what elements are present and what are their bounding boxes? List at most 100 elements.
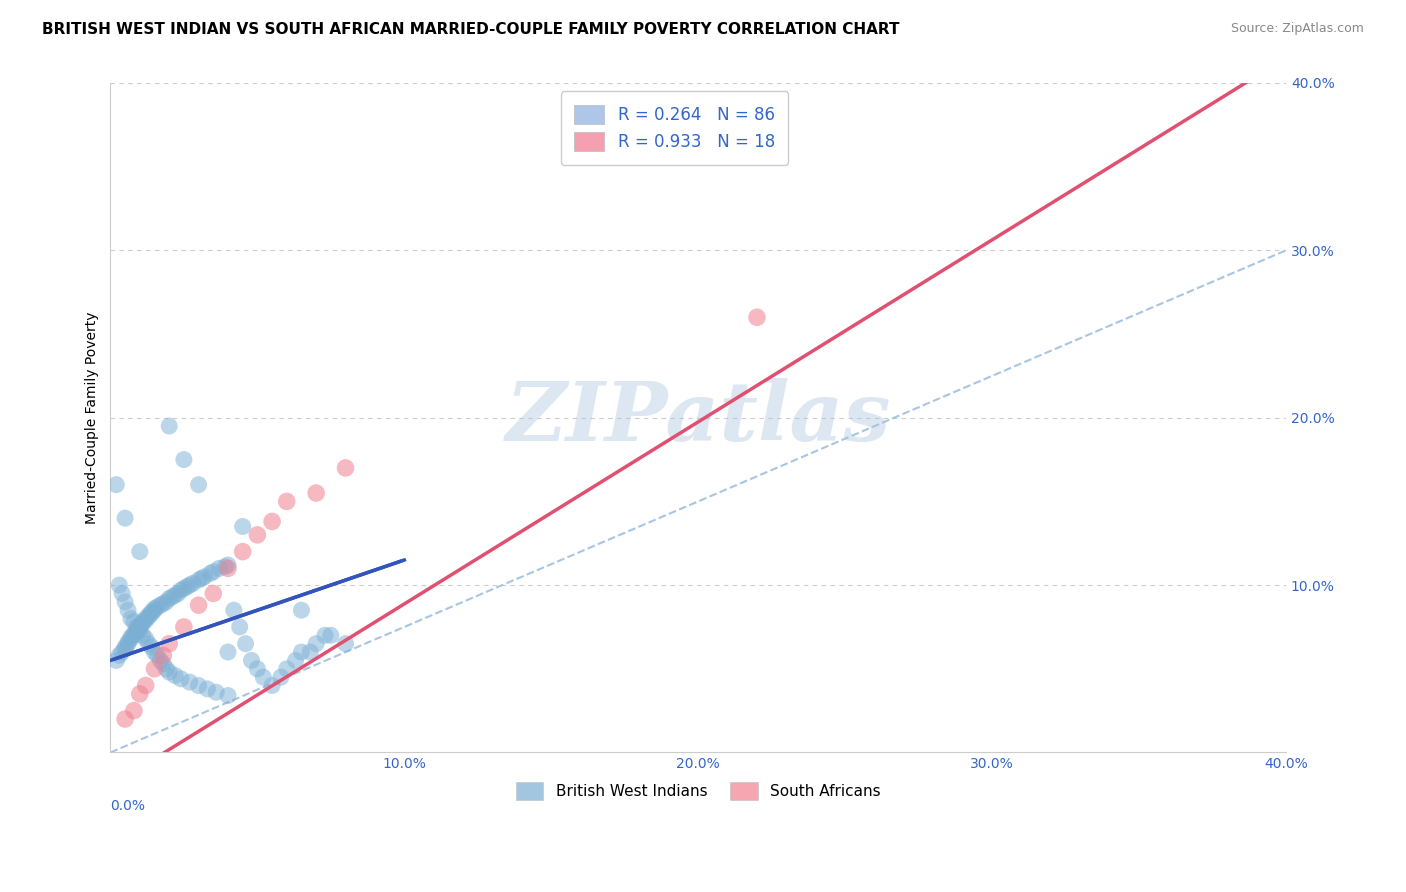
Point xyxy=(299,645,322,659)
Point xyxy=(745,310,768,325)
Point xyxy=(120,630,142,644)
Point xyxy=(167,586,190,600)
Point xyxy=(135,613,157,627)
Point xyxy=(260,679,283,693)
Point xyxy=(284,653,307,667)
Point xyxy=(143,603,166,617)
Point xyxy=(138,608,160,623)
Point xyxy=(157,665,180,680)
Point xyxy=(173,452,195,467)
Point xyxy=(217,561,239,575)
Point xyxy=(132,628,155,642)
Point xyxy=(149,653,172,667)
Point xyxy=(155,662,177,676)
Point xyxy=(105,477,128,491)
Point xyxy=(105,653,128,667)
Point xyxy=(125,624,148,638)
Point xyxy=(135,679,157,693)
Point xyxy=(170,583,193,598)
Y-axis label: Married-Couple Family Poverty: Married-Couple Family Poverty xyxy=(86,311,100,524)
Point xyxy=(114,595,136,609)
Point xyxy=(132,616,155,631)
Point xyxy=(170,672,193,686)
Point xyxy=(290,645,312,659)
Point xyxy=(138,610,160,624)
Point xyxy=(111,645,134,659)
Point xyxy=(305,637,328,651)
Point xyxy=(335,637,357,651)
Point xyxy=(152,648,174,663)
Legend: British West Indians, South Africans: British West Indians, South Africans xyxy=(503,770,893,812)
Point xyxy=(252,670,274,684)
Text: Source: ZipAtlas.com: Source: ZipAtlas.com xyxy=(1230,22,1364,36)
Point xyxy=(214,559,236,574)
Point xyxy=(155,595,177,609)
Point xyxy=(181,576,204,591)
Point xyxy=(314,628,336,642)
Point xyxy=(146,648,169,663)
Point xyxy=(305,486,328,500)
Point xyxy=(122,615,145,629)
Point xyxy=(117,637,139,651)
Point xyxy=(335,461,357,475)
Point xyxy=(120,632,142,646)
Point xyxy=(143,645,166,659)
Point xyxy=(232,519,254,533)
Point xyxy=(128,544,150,558)
Point xyxy=(143,662,166,676)
Point xyxy=(122,628,145,642)
Point xyxy=(290,603,312,617)
Point xyxy=(240,653,263,667)
Point xyxy=(173,620,195,634)
Point xyxy=(125,620,148,634)
Point xyxy=(141,605,163,619)
Point xyxy=(114,640,136,654)
Point xyxy=(132,615,155,629)
Point xyxy=(111,586,134,600)
Point xyxy=(157,591,180,606)
Point xyxy=(108,648,131,663)
Point xyxy=(208,561,231,575)
Point xyxy=(179,578,201,592)
Point xyxy=(143,601,166,615)
Point xyxy=(187,573,209,587)
Point xyxy=(114,712,136,726)
Point xyxy=(138,637,160,651)
Point xyxy=(128,618,150,632)
Point xyxy=(128,687,150,701)
Point xyxy=(125,624,148,639)
Point xyxy=(205,685,228,699)
Point xyxy=(117,635,139,649)
Point xyxy=(135,611,157,625)
Point xyxy=(246,528,269,542)
Point xyxy=(246,662,269,676)
Point xyxy=(190,571,212,585)
Point xyxy=(120,611,142,625)
Point xyxy=(141,640,163,654)
Point xyxy=(179,675,201,690)
Point xyxy=(122,704,145,718)
Point xyxy=(319,628,342,642)
Point xyxy=(173,582,195,596)
Point xyxy=(122,626,145,640)
Point xyxy=(197,681,219,696)
Point xyxy=(146,599,169,614)
Point xyxy=(128,624,150,638)
Point xyxy=(108,578,131,592)
Point xyxy=(217,689,239,703)
Point xyxy=(117,603,139,617)
Point xyxy=(229,620,252,634)
Point xyxy=(128,620,150,634)
Point xyxy=(187,598,209,612)
Point xyxy=(270,670,292,684)
Point xyxy=(152,597,174,611)
Point xyxy=(157,419,180,434)
Point xyxy=(217,645,239,659)
Point xyxy=(165,588,187,602)
Point xyxy=(200,566,222,581)
Point xyxy=(193,570,215,584)
Point xyxy=(160,590,183,604)
Point xyxy=(135,632,157,646)
Point xyxy=(222,603,245,617)
Point xyxy=(235,637,257,651)
